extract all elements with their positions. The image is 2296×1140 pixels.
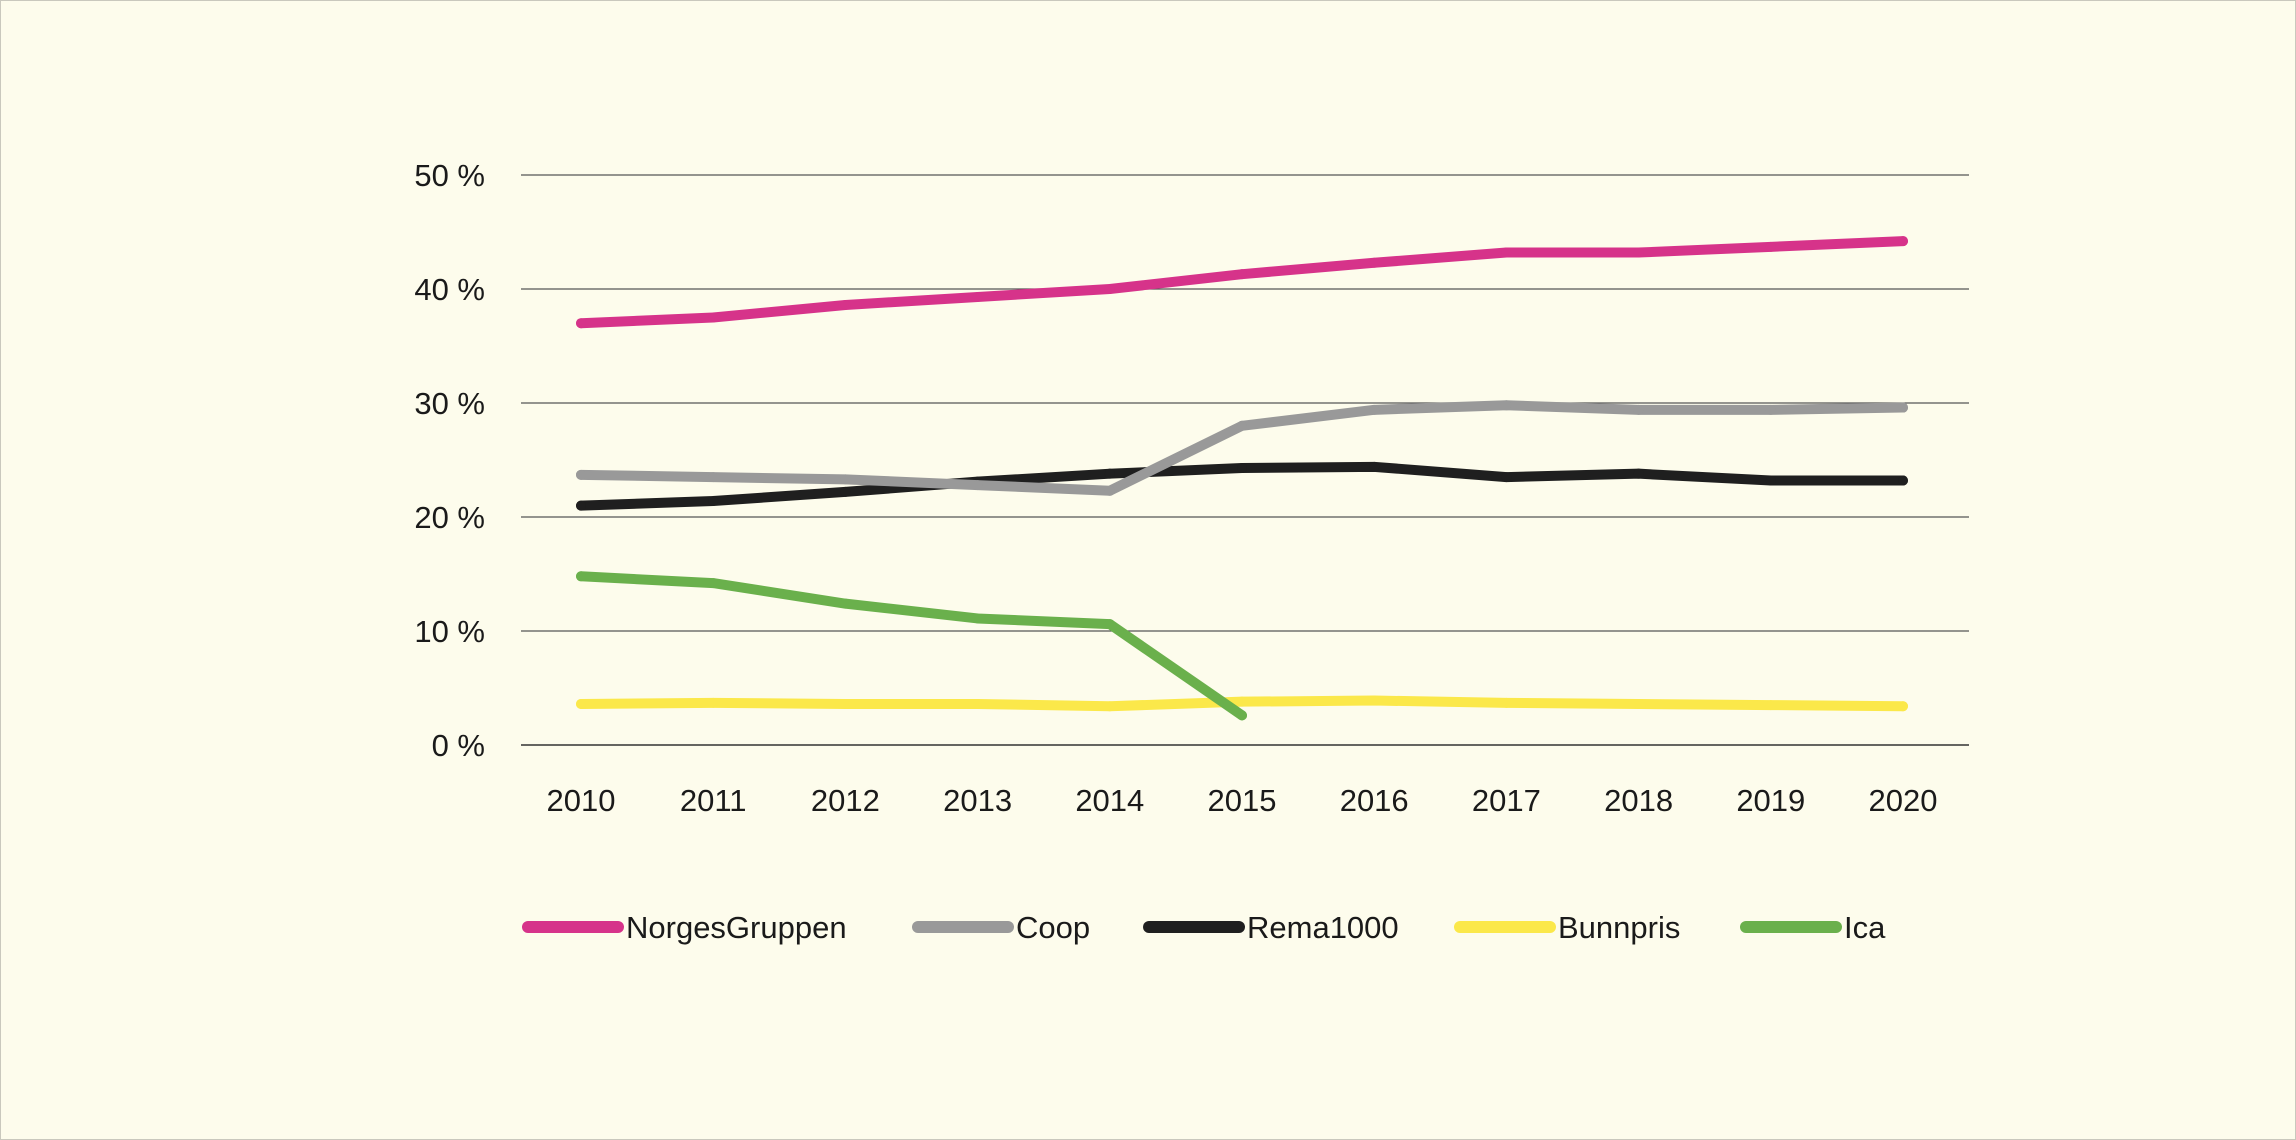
data-point-bunnpris — [1237, 696, 1247, 707]
legend-item-ica: Ica — [1740, 910, 1886, 945]
series-line-ica — [576, 571, 1247, 721]
legend-item-bunnpris: Bunnpris — [1454, 910, 1680, 945]
legend-label-norgesgruppen: NorgesGruppen — [626, 910, 847, 945]
x-tick-label: 2014 — [1075, 783, 1144, 818]
legend-item-coop: Coop — [912, 910, 1090, 945]
legend-label-rema1000: Rema1000 — [1247, 910, 1399, 945]
x-axis-tick-labels: 2010 2011 2012 2013 2014 2015 2016 2017 2018 2019… — [547, 783, 1938, 818]
data-point-rema1000 — [1369, 461, 1380, 472]
data-point-ica — [1237, 710, 1247, 721]
data-point-norgesgruppen — [1369, 257, 1380, 268]
data-point-rema1000 — [708, 496, 719, 507]
legend-label-coop: Coop — [1016, 910, 1090, 945]
data-point-coop — [840, 474, 851, 485]
data-point-ica — [840, 598, 851, 609]
data-point-rema1000 — [840, 486, 851, 497]
y-tick-label: 20 % — [414, 500, 485, 535]
data-point-rema1000 — [576, 500, 586, 511]
y-axis-tick-labels: 0 % 10 % 20 % 30 % 40 % 50 % — [414, 158, 485, 763]
data-point-coop — [1369, 404, 1380, 415]
data-point-norgesgruppen — [576, 318, 586, 329]
x-tick-label: 2013 — [943, 783, 1012, 818]
data-point-rema1000 — [1633, 468, 1644, 479]
data-point-bunnpris — [1633, 698, 1644, 709]
data-point-norgesgruppen — [840, 299, 851, 310]
data-point-bunnpris — [972, 698, 983, 709]
data-point-rema1000 — [1104, 468, 1115, 479]
data-point-bunnpris — [840, 698, 851, 709]
y-tick-label: 30 % — [414, 386, 485, 421]
data-point-norgesgruppen — [1765, 241, 1776, 252]
data-point-bunnpris — [1104, 701, 1115, 712]
legend-item-rema1000: Rema1000 — [1143, 910, 1399, 945]
data-point-ica — [972, 613, 983, 624]
data-point-rema1000 — [1765, 475, 1776, 486]
data-point-bunnpris — [708, 697, 719, 708]
grid-lines — [521, 174, 1969, 746]
data-point-norgesgruppen — [1501, 247, 1512, 258]
data-point-coop — [1501, 400, 1512, 411]
x-tick-label: 2018 — [1604, 783, 1673, 818]
data-point-norgesgruppen — [1104, 284, 1115, 294]
data-point-coop — [972, 480, 983, 491]
legend-label-bunnpris: Bunnpris — [1558, 910, 1680, 945]
data-point-ica — [576, 571, 586, 582]
x-tick-label: 2019 — [1736, 783, 1805, 818]
data-point-norgesgruppen — [1898, 236, 1908, 247]
data-point-coop — [1898, 402, 1908, 413]
x-tick-label: 2011 — [680, 783, 747, 818]
data-point-norgesgruppen — [1633, 247, 1644, 258]
y-tick-label: 50 % — [414, 158, 485, 193]
y-tick-label: 0 % — [432, 728, 485, 763]
data-point-ica — [708, 578, 719, 589]
data-point-bunnpris — [1765, 700, 1776, 711]
data-point-rema1000 — [1501, 472, 1512, 483]
x-tick-label: 2020 — [1869, 783, 1938, 818]
data-point-bunnpris — [1501, 697, 1512, 708]
x-tick-label: 2017 — [1472, 783, 1541, 818]
x-tick-label: 2015 — [1208, 783, 1277, 818]
data-point-norgesgruppen — [708, 312, 719, 323]
data-point-coop — [576, 469, 586, 480]
series-line-norgesgruppen — [576, 236, 1908, 329]
data-point-coop — [1633, 404, 1644, 415]
x-tick-label: 2016 — [1340, 783, 1409, 818]
x-tick-label: 2010 — [547, 783, 616, 818]
series-lines — [576, 236, 1908, 721]
y-tick-label: 40 % — [414, 272, 485, 307]
data-point-bunnpris — [1898, 701, 1908, 712]
legend-item-norgesgruppen: NorgesGruppen — [522, 910, 847, 945]
data-point-coop — [1765, 404, 1776, 415]
data-point-norgesgruppen — [972, 291, 983, 302]
data-point-coop — [708, 472, 719, 483]
y-tick-label: 10 % — [414, 614, 485, 649]
x-tick-label: 2012 — [811, 783, 880, 818]
data-point-norgesgruppen — [1237, 269, 1247, 280]
data-point-ica — [1104, 619, 1115, 630]
legend-label-ica: Ica — [1844, 910, 1886, 945]
data-point-rema1000 — [1898, 475, 1908, 486]
data-point-rema1000 — [1237, 462, 1247, 473]
data-point-bunnpris — [576, 698, 586, 709]
data-point-coop — [1104, 485, 1115, 496]
data-point-coop — [1237, 420, 1247, 431]
data-point-bunnpris — [1369, 695, 1380, 706]
legend: NorgesGruppen Coop Rema1000 Bunnpris Ica — [522, 910, 1886, 945]
